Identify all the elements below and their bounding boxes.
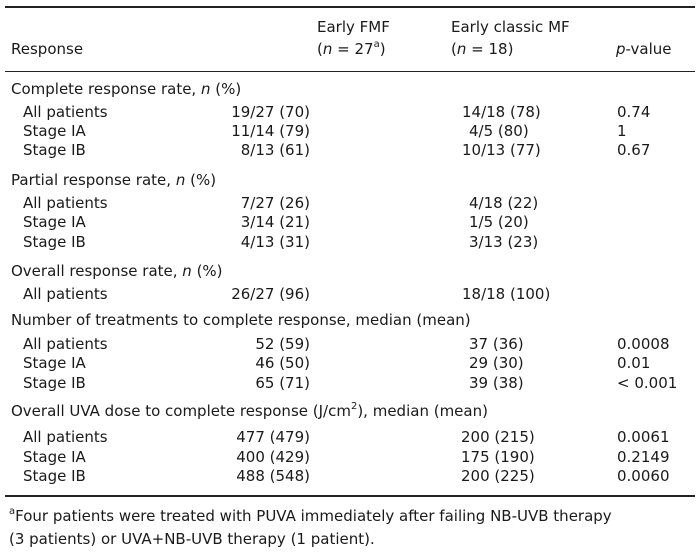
section-title: Partial response rate, n (%): [11, 171, 217, 189]
cell-fmf: 52 (59): [255, 335, 310, 353]
row-label: Stage IA: [23, 354, 86, 372]
cell-fmf: 65 (71): [255, 374, 310, 392]
section-title: Overall UVA dose to complete response (J…: [11, 401, 488, 421]
header-early-classic-mf: Early classic MF: [451, 18, 570, 36]
row-label: All patients: [23, 285, 108, 303]
section-title: Number of treatments to complete respons…: [11, 311, 471, 329]
row-label: Stage IB: [23, 141, 86, 159]
cell-fmf: 26/27 (96): [231, 285, 310, 303]
top-rule: [5, 6, 695, 8]
row-label: Stage IB: [23, 467, 86, 485]
cell-p: 0.0061: [617, 428, 670, 446]
footnote-line-2: (3 patients) or UVA+NB-UVB therapy (1 pa…: [9, 530, 375, 548]
cell-mf: 4/18 (22): [469, 194, 539, 212]
row-label: All patients: [23, 194, 108, 212]
bottom-rule: [5, 495, 695, 497]
section-title: Complete response rate, n (%): [11, 80, 242, 98]
cell-p: 0.01: [617, 354, 651, 372]
cell-fmf: 46 (50): [255, 354, 310, 372]
header-early-fmf-n: (n = 27a): [317, 39, 386, 59]
header-rule: [5, 71, 695, 72]
header-early-fmf: Early FMF: [317, 18, 390, 36]
cell-fmf: 4/13 (31): [240, 233, 310, 251]
row-label: Stage IB: [23, 233, 86, 251]
cell-fmf: 8/13 (61): [240, 141, 310, 159]
cell-mf: 3/13 (23): [469, 233, 539, 251]
cell-fmf: 19/27 (70): [231, 103, 310, 121]
row-label: All patients: [23, 103, 108, 121]
row-label: All patients: [23, 428, 108, 446]
cell-p: 0.74: [617, 103, 651, 121]
cell-mf: 200 (225): [461, 467, 535, 485]
cell-fmf: 477 (479): [236, 428, 310, 446]
header-early-classic-mf-n: (n = 18): [451, 40, 514, 58]
cell-fmf: 400 (429): [236, 448, 310, 466]
cell-mf: 37 (36): [469, 335, 524, 353]
cell-mf: 175 (190): [461, 448, 535, 466]
section-title: Overall response rate, n (%): [11, 262, 223, 280]
cell-mf: 18/18 (100): [462, 285, 551, 303]
cell-mf: 14/18 (78): [462, 103, 541, 121]
row-label: Stage IB: [23, 374, 86, 392]
cell-mf: 39 (38): [469, 374, 524, 392]
row-label: All patients: [23, 335, 108, 353]
cell-p: < 0.001: [617, 374, 678, 392]
row-label: Stage IA: [23, 213, 86, 231]
cell-fmf: 3/14 (21): [240, 213, 310, 231]
row-label: Stage IA: [23, 448, 86, 466]
row-label: Stage IA: [23, 122, 86, 140]
cell-mf: 10/13 (77): [462, 141, 541, 159]
footnote-marker: a: [9, 506, 16, 517]
cell-fmf: 488 (548): [236, 467, 310, 485]
cell-p: 0.0008: [617, 335, 670, 353]
cell-p: 0.2149: [617, 448, 670, 466]
header-response: Response: [11, 40, 84, 58]
cell-p: 1: [617, 122, 627, 140]
cell-fmf: 11/14 (79): [231, 122, 310, 140]
cell-p: 0.0060: [617, 467, 670, 485]
cell-p: 0.67: [617, 141, 651, 159]
header-p-value: p-value: [616, 40, 672, 58]
footnote-line-1: aFour patients were treated with PUVA im…: [9, 506, 612, 526]
cell-fmf: 7/27 (26): [240, 194, 310, 212]
cell-mf: 200 (215): [461, 428, 535, 446]
cell-mf: 1/5 (20): [469, 213, 529, 231]
cell-mf: 4/5 (80): [469, 122, 529, 140]
cell-mf: 29 (30): [469, 354, 524, 372]
